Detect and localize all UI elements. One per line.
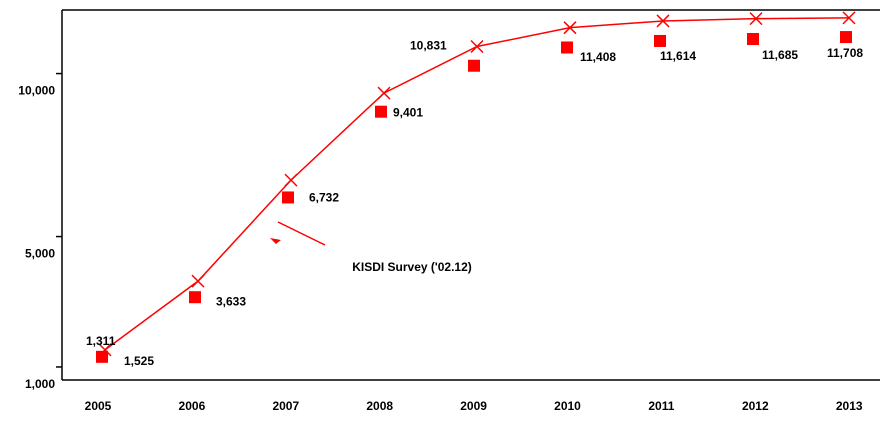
y-tick-label: 10,000 — [18, 84, 55, 98]
x-tick-label: 2008 — [366, 399, 393, 413]
value-label: 11,614 — [660, 49, 696, 63]
value-label: 1,311 — [86, 334, 116, 348]
x-marker — [284, 173, 298, 187]
x-marker — [377, 86, 391, 100]
value-label: 6,732 — [309, 190, 339, 204]
x-marker — [656, 14, 670, 28]
square-marker — [654, 34, 666, 47]
x-marker — [470, 39, 484, 54]
square-marker — [96, 350, 108, 363]
annotation-line — [277, 221, 326, 246]
value-label: 11,708 — [827, 46, 863, 60]
value-label: 10,831 — [410, 39, 447, 53]
value-label: 3,633 — [216, 294, 246, 308]
x-tick-label: 2006 — [179, 399, 206, 413]
x-tick-label: 2009 — [460, 399, 487, 413]
square-marker — [840, 31, 852, 44]
x-marker — [191, 274, 205, 288]
x-marker — [563, 21, 577, 35]
square-marker — [561, 41, 573, 54]
annotation-arrow — [270, 238, 281, 244]
square-marker — [747, 33, 759, 46]
x-tick-label: 2007 — [272, 399, 299, 413]
value-label: 11,685 — [762, 48, 798, 62]
x-marker — [749, 12, 763, 26]
square-marker — [189, 291, 201, 304]
x-marker — [842, 11, 856, 25]
x-tick-label: 2013 — [836, 399, 863, 413]
x-tick-label: 2010 — [554, 399, 581, 413]
x-tick-label: 2005 — [85, 399, 112, 413]
annotation: KISDI Survey ('02.12) — [352, 260, 472, 274]
square-marker — [375, 105, 387, 118]
value-label: 1,525 — [124, 354, 154, 368]
square-marker — [282, 191, 294, 204]
y-tick-label: 1,000 — [25, 377, 55, 391]
x-tick-label: 2011 — [648, 399, 674, 413]
y-tick-label: 5,000 — [25, 247, 55, 261]
value-label: 11,408 — [580, 50, 616, 64]
square-marker — [468, 59, 480, 72]
value-label: 9,401 — [393, 105, 423, 119]
x-tick-label: 2012 — [742, 399, 769, 413]
